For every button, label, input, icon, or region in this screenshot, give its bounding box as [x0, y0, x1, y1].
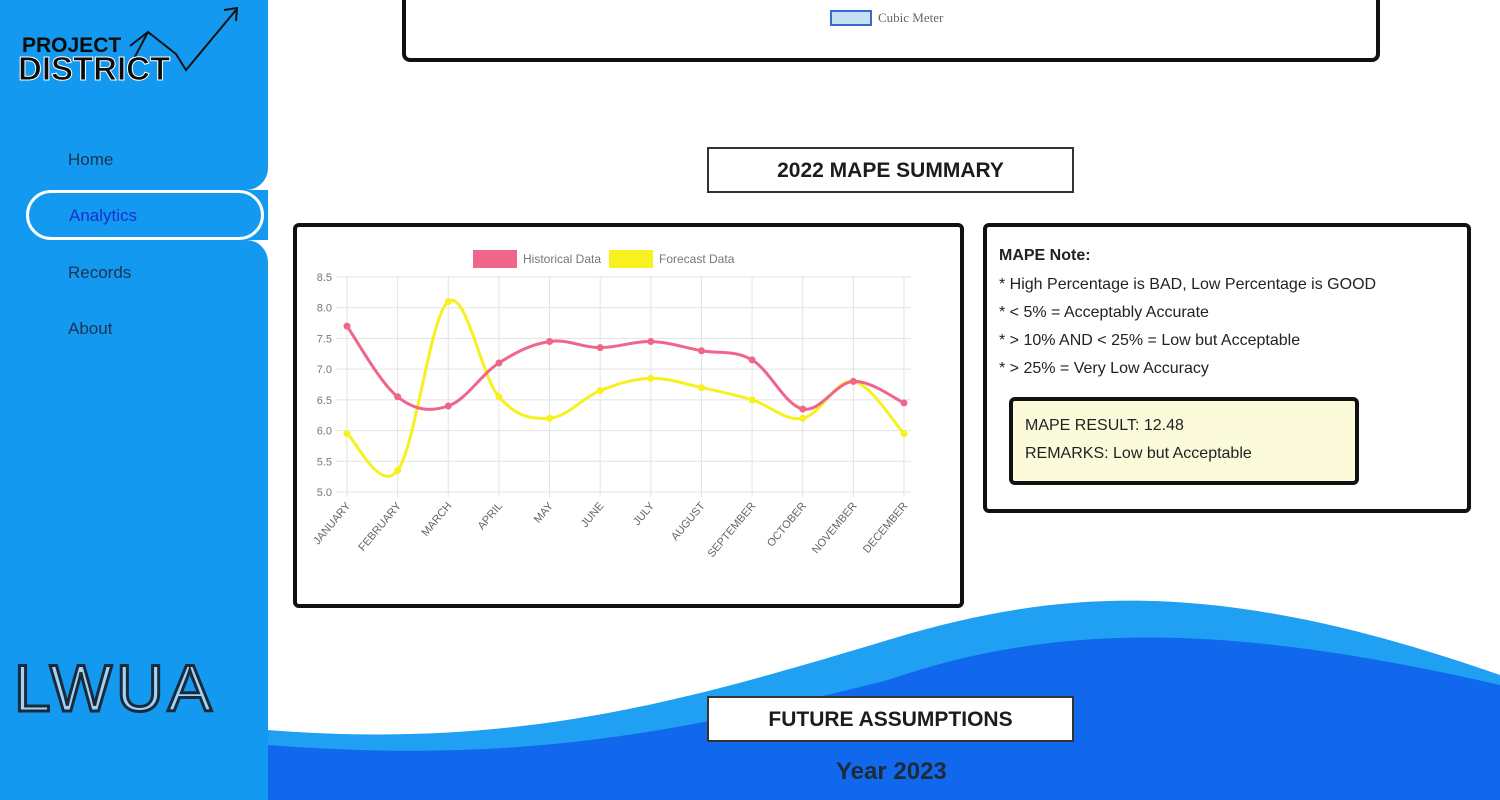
y-tick-label: 8.0	[317, 303, 332, 315]
sidebar-item-records[interactable]: Records	[68, 263, 132, 282]
x-tick-label: OCTOBER	[765, 500, 809, 549]
mape-result-value: MAPE RESULT: 12.48	[1025, 417, 1184, 434]
series-line	[345, 325, 905, 411]
series-line	[345, 298, 906, 478]
logo-line2: DISTRICT	[17, 50, 171, 88]
trend-arrow-icon	[129, 6, 239, 72]
data-point	[495, 393, 503, 401]
legend-label-cubic-meter: Cubic Meter	[878, 10, 944, 25]
sidebar-item-home[interactable]: Home	[68, 150, 114, 169]
data-point	[546, 414, 554, 422]
legend-label: Historical Data	[523, 252, 601, 266]
nav-corner-top	[228, 150, 268, 190]
x-tick-label: APRIL	[476, 500, 506, 532]
x-tick-label: JUNE	[579, 500, 607, 530]
note-line: * High Percentage is BAD, Low Percentage…	[999, 276, 1377, 293]
x-tick-label: JULY	[631, 500, 657, 528]
data-point	[697, 347, 705, 355]
data-point	[849, 377, 857, 385]
data-point	[596, 344, 604, 352]
x-tick-label: JANUARY	[311, 500, 353, 547]
x-tick-label: MAY	[532, 500, 556, 526]
data-point	[647, 338, 655, 345]
nav-corner-bottom	[228, 240, 268, 280]
data-point	[900, 430, 908, 438]
data-point	[799, 405, 807, 413]
data-point	[394, 393, 402, 401]
sidebar-item-about[interactable]: About	[68, 319, 113, 338]
sidebar-item-analytics-label: Analytics	[69, 206, 138, 225]
mape-chart-card: 5.0 5.5 6.0 6.5 7.0 7.5 8.0 8.5 JANUARY FEBRUARY M…	[293, 223, 964, 608]
mape-summary-title: 2022 MAPE SUMMARY	[707, 147, 1074, 193]
lwua-logo: LWUA	[13, 650, 216, 727]
x-tick-label: MARCH	[419, 500, 454, 539]
top-chart-legend[interactable]: Cubic Meter	[830, 10, 943, 26]
legend-swatch-cubic-meter	[830, 10, 872, 26]
y-tick-label: 7.0	[317, 364, 332, 376]
data-point	[495, 359, 503, 367]
data-point	[900, 399, 908, 407]
x-tick-label: SEPTEMBER	[706, 500, 759, 560]
sidebar: PROJECT DISTRICT Home Analytics Records …	[0, 0, 268, 800]
y-tick-label: 8.5	[317, 272, 332, 284]
legend-label: Forecast Data	[659, 252, 735, 266]
y-tick-label: 6.5	[317, 395, 332, 407]
mape-line-chart: 5.0 5.5 6.0 6.5 7.0 7.5 8.0 8.5 JANUARY FEBRUARY M…	[311, 250, 911, 560]
note-title: MAPE Note:	[999, 247, 1091, 264]
data-point	[343, 430, 351, 438]
x-tick-label: AUGUST	[669, 500, 708, 543]
future-assumptions-title: FUTURE ASSUMPTIONS	[707, 696, 1074, 742]
x-tick-label: NOVEMBER	[810, 500, 860, 556]
y-tick-label: 5.0	[317, 487, 332, 499]
x-tick-label: FEBRUARY	[356, 500, 404, 554]
data-point	[647, 374, 655, 382]
data-point	[444, 298, 452, 306]
data-point	[697, 384, 705, 392]
legend-swatch	[609, 250, 653, 268]
y-tick-label: 7.5	[317, 333, 332, 345]
legend-swatch	[473, 250, 517, 268]
data-point	[546, 338, 554, 345]
note-line: * > 10% AND < 25% = Low but Acceptable	[999, 332, 1301, 349]
top-chart-card: Cubic Meter	[402, 0, 1380, 62]
data-point	[748, 356, 756, 364]
data-point	[596, 387, 604, 395]
note-line: * < 5% = Acceptably Accurate	[999, 304, 1209, 321]
project-district-logo[interactable]: PROJECT DISTRICT	[17, 6, 248, 90]
data-point	[748, 396, 756, 404]
x-tick-label: DECEMBER	[861, 500, 910, 556]
mape-note-card: MAPE Note: * High Percentage is BAD, Low…	[983, 223, 1471, 513]
mape-result-box: MAPE RESULT: 12.48 REMARKS: Low but Acce…	[1009, 397, 1359, 485]
note-line: * > 25% = Very Low Accuracy	[999, 360, 1209, 377]
data-point	[394, 467, 402, 474]
data-point	[444, 402, 452, 410]
y-tick-label: 6.0	[317, 426, 332, 438]
mape-remarks: REMARKS: Low but Acceptable	[1025, 445, 1252, 462]
data-point	[343, 322, 351, 330]
y-tick-label: 5.5	[317, 456, 332, 468]
logo-line1: PROJECT	[22, 34, 122, 57]
sidebar-item-analytics[interactable]: Analytics	[26, 190, 264, 240]
future-year: Year 2023	[836, 758, 947, 785]
data-point	[799, 414, 807, 422]
